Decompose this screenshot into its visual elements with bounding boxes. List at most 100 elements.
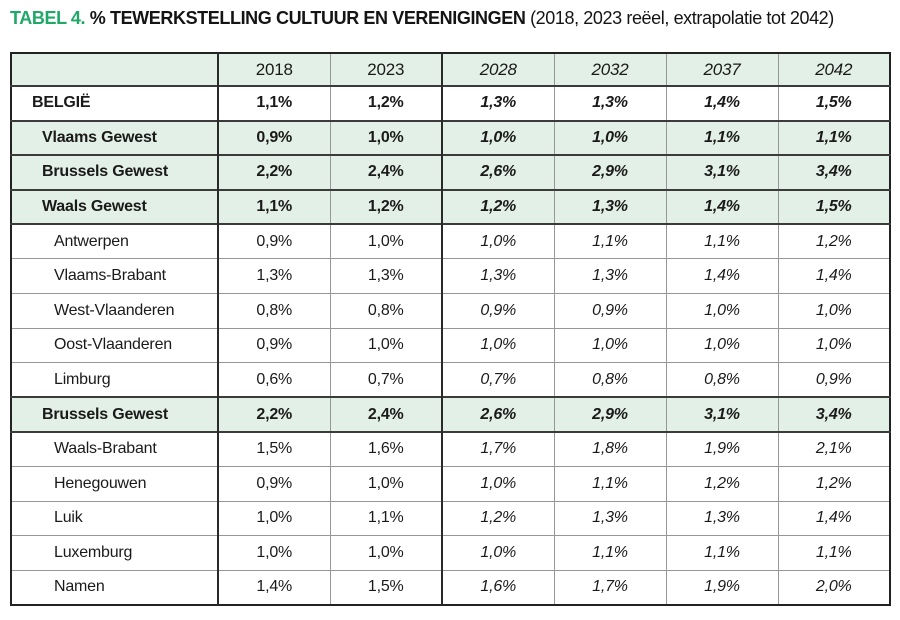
- cell-value: 2,9%: [553, 154, 666, 190]
- col-header-2018: 2018: [217, 53, 330, 86]
- cell-value: 1,6%: [329, 430, 442, 467]
- table-row-province: Waals-Brabant 1,5% 1,6% 1,7% 1,8% 1,9% 2,1%: [11, 430, 890, 467]
- cell-value: 0,6%: [217, 362, 330, 398]
- row-label: Luik: [11, 500, 218, 536]
- cell-value: 1,1%: [553, 223, 666, 259]
- row-label: Vlaams Gewest: [11, 119, 218, 156]
- cell-value: 1,1%: [665, 119, 778, 156]
- table-row-country: BELGIË 1,1% 1,2% 1,3% 1,3% 1,4% 1,5%: [11, 85, 890, 121]
- row-label: Brussels Gewest: [11, 154, 218, 190]
- cell-value: 1,5%: [777, 188, 890, 225]
- cell-value: 1,7%: [553, 569, 666, 605]
- cell-value: 1,1%: [665, 223, 778, 259]
- cell-value: 0,9%: [217, 119, 330, 156]
- cell-value: 1,1%: [553, 466, 666, 502]
- cell-value: 1,0%: [441, 119, 554, 156]
- table-row-province: Limburg 0,6% 0,7% 0,7% 0,8% 0,8% 0,9%: [11, 362, 890, 398]
- cell-value: 1,8%: [553, 430, 666, 467]
- table-row-province: Oost-Vlaanderen 0,9% 1,0% 1,0% 1,0% 1,0% 1,0%: [11, 327, 890, 363]
- cell-value: 2,0%: [777, 569, 890, 605]
- cell-value: 2,6%: [441, 154, 554, 190]
- cell-value: 0,8%: [665, 362, 778, 398]
- row-label: Luxemburg: [11, 535, 218, 571]
- cell-value: 1,2%: [441, 188, 554, 225]
- cell-value: 3,1%: [665, 154, 778, 190]
- row-label: Namen: [11, 569, 218, 605]
- row-label: Waals-Brabant: [11, 430, 218, 467]
- cell-value: 1,0%: [329, 223, 442, 259]
- cell-value: 0,9%: [777, 362, 890, 398]
- cell-value: 1,3%: [553, 500, 666, 536]
- cell-value: 1,0%: [441, 327, 554, 363]
- cell-value: 1,0%: [329, 327, 442, 363]
- data-table: 2018 2023 2028 2032 2037 2042 BELGIË 1,1%…: [10, 52, 891, 606]
- cell-value: 1,5%: [329, 569, 442, 605]
- cell-value: 0,7%: [329, 362, 442, 398]
- cell-value: 2,1%: [777, 430, 890, 467]
- table-row-region: Waals Gewest 1,1% 1,2% 1,2% 1,3% 1,4% 1,5%: [11, 188, 890, 225]
- cell-value: 1,4%: [665, 85, 778, 121]
- cell-value: 1,2%: [777, 466, 890, 502]
- cell-value: 0,9%: [217, 466, 330, 502]
- cell-value: 1,0%: [777, 327, 890, 363]
- cell-value: 1,3%: [665, 500, 778, 536]
- cell-value: 1,2%: [777, 223, 890, 259]
- cell-value: 1,1%: [665, 535, 778, 571]
- table-row-province: Luik 1,0% 1,1% 1,2% 1,3% 1,3% 1,4%: [11, 500, 890, 536]
- cell-value: 1,4%: [777, 500, 890, 536]
- cell-value: 2,2%: [217, 396, 330, 432]
- row-label: West-Vlaanderen: [11, 293, 218, 329]
- cell-value: 2,9%: [553, 396, 666, 432]
- corner-cell: [11, 53, 218, 86]
- cell-value: 0,9%: [441, 293, 554, 329]
- cell-value: 3,1%: [665, 396, 778, 432]
- cell-value: 1,1%: [217, 188, 330, 225]
- cell-value: 1,9%: [665, 569, 778, 605]
- cell-value: 1,1%: [217, 85, 330, 121]
- table-row-province: West-Vlaanderen 0,8% 0,8% 0,9% 0,9% 1,0% 1,0%: [11, 293, 890, 329]
- row-label: Brussels Gewest: [11, 396, 218, 432]
- cell-value: 1,0%: [441, 535, 554, 571]
- cell-value: 3,4%: [777, 154, 890, 190]
- cell-value: 0,8%: [217, 293, 330, 329]
- cell-value: 2,4%: [329, 154, 442, 190]
- col-header-2037: 2037: [665, 53, 778, 86]
- cell-value: 1,3%: [553, 188, 666, 225]
- table-row-region: Vlaams Gewest 0,9% 1,0% 1,0% 1,0% 1,1% 1,1%: [11, 119, 890, 156]
- table-title: TABEL 4. % TEWERKSTELLING CULTUUR EN VER…: [10, 7, 834, 29]
- table-row-region: Brussels Gewest 2,2% 2,4% 2,6% 2,9% 3,1% 3,4%: [11, 396, 890, 432]
- table-row-province: Henegouwen 0,9% 1,0% 1,0% 1,1% 1,2% 1,2%: [11, 466, 890, 502]
- cell-value: 1,2%: [329, 85, 442, 121]
- cell-value: 1,1%: [553, 535, 666, 571]
- col-header-2028: 2028: [441, 53, 554, 86]
- title-tag: TABEL 4.: [10, 8, 86, 28]
- row-label: Oost-Vlaanderen: [11, 327, 218, 363]
- cell-value: 2,2%: [217, 154, 330, 190]
- cell-value: 1,0%: [441, 223, 554, 259]
- cell-value: 3,4%: [777, 396, 890, 432]
- row-label: Limburg: [11, 362, 218, 398]
- cell-value: 1,1%: [777, 535, 890, 571]
- cell-value: 1,0%: [553, 327, 666, 363]
- cell-value: 1,3%: [553, 258, 666, 294]
- cell-value: 1,0%: [665, 327, 778, 363]
- cell-value: 0,7%: [441, 362, 554, 398]
- row-label: Vlaams-Brabant: [11, 258, 218, 294]
- cell-value: 1,3%: [217, 258, 330, 294]
- title-main: % TEWERKSTELLING CULTUUR EN VERENIGINGEN: [89, 8, 526, 28]
- table-row-province: Antwerpen 0,9% 1,0% 1,0% 1,1% 1,1% 1,2%: [11, 223, 890, 259]
- cell-value: 1,4%: [665, 258, 778, 294]
- cell-value: 1,9%: [665, 430, 778, 467]
- cell-value: 1,6%: [441, 569, 554, 605]
- table-row-province: Vlaams-Brabant 1,3% 1,3% 1,3% 1,3% 1,4% 1,4%: [11, 258, 890, 294]
- cell-value: 1,0%: [217, 535, 330, 571]
- row-label: Waals Gewest: [11, 188, 218, 225]
- cell-value: 1,5%: [777, 85, 890, 121]
- cell-value: 1,5%: [217, 430, 330, 467]
- table-row-region: Brussels Gewest 2,2% 2,4% 2,6% 2,9% 3,1% 3,4%: [11, 154, 890, 190]
- col-header-2032: 2032: [553, 53, 666, 86]
- row-label: Henegouwen: [11, 466, 218, 502]
- cell-value: 1,0%: [777, 293, 890, 329]
- cell-value: 1,3%: [441, 85, 554, 121]
- cell-value: 2,6%: [441, 396, 554, 432]
